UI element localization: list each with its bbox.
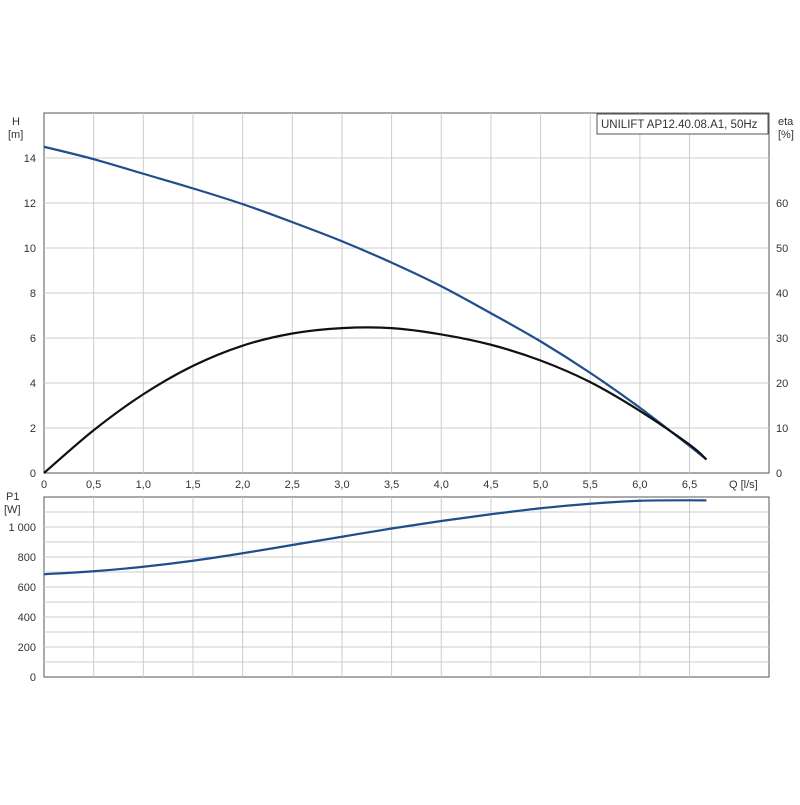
- right-y-tick-label: 30: [776, 333, 788, 345]
- left-y-tick-label: 14: [24, 153, 36, 165]
- right-y-tick-label: 10: [776, 423, 788, 435]
- right-y-tick-label: 0: [776, 468, 782, 480]
- left-y-tick-label: 4: [30, 378, 36, 390]
- efficiency-curve: [43, 326, 708, 474]
- top-axis-labels: 0 0,5 1,0 1,5 2,0 2,5 3,0 3,5 4,0 4,5 5,0 5,5 6,0 6,5…: [24, 153, 789, 491]
- x-tick-label: 3,0: [334, 479, 349, 491]
- bottom-y-tick-label: 200: [18, 642, 36, 654]
- x-tick-label: 3,5: [384, 479, 399, 491]
- x-tick-label: 2,5: [285, 479, 300, 491]
- x-tick-label: 6,5: [682, 479, 697, 491]
- bottom-y-tick-label: 400: [18, 612, 36, 624]
- x-tick-label: 5,5: [583, 479, 598, 491]
- bottom-curves: [43, 499, 707, 576]
- x-tick-label: 1,5: [185, 479, 200, 491]
- bottom-axis-label: P1: [6, 491, 19, 503]
- right-y-tick-label: 60: [776, 198, 788, 210]
- left-axis-unit: [m]: [8, 129, 23, 141]
- x-tick-label: 2,0: [235, 479, 250, 491]
- bottom-y-tick-label: 600: [18, 582, 36, 594]
- right-y-tick-label: 20: [776, 378, 788, 390]
- x-tick-label: 1,0: [136, 479, 151, 491]
- top-curves: [43, 145, 708, 474]
- left-y-tick-label: 2: [30, 423, 36, 435]
- x-axis-label: Q [l/s]: [729, 479, 758, 491]
- chart-title: UNILIFT AP12.40.08.A1, 50Hz: [601, 119, 758, 131]
- right-axis-unit: [%]: [778, 129, 794, 141]
- right-y-tick-label: 50: [776, 243, 788, 255]
- x-tick-label: 0: [41, 479, 47, 491]
- bottom-axis-labels: 0 200 400 600 800 1 000: [8, 522, 36, 684]
- bottom-grid: [44, 497, 769, 677]
- x-tick-label: 0,5: [86, 479, 101, 491]
- x-tick-label: 5,0: [533, 479, 548, 491]
- left-y-tick-label: 12: [24, 198, 36, 210]
- x-tick-label: 4,5: [483, 479, 498, 491]
- x-tick-label: 4,0: [434, 479, 449, 491]
- bottom-axis-unit: [W]: [4, 504, 21, 516]
- bottom-y-tick-label: 800: [18, 552, 36, 564]
- bottom-y-tick-label: 1 000: [8, 522, 36, 534]
- left-axis-label: H: [12, 116, 20, 128]
- bottom-y-tick-label: 0: [30, 672, 36, 684]
- top-grid: [44, 113, 769, 473]
- left-y-tick-label: 0: [30, 468, 36, 480]
- right-y-tick-label: 40: [776, 288, 788, 300]
- left-y-tick-label: 8: [30, 288, 36, 300]
- power-curve: [43, 499, 707, 576]
- head-curve: [43, 145, 708, 461]
- legend-box: [596, 113, 769, 135]
- x-tick-label: 6,0: [632, 479, 647, 491]
- right-axis-label: eta: [778, 116, 794, 128]
- left-y-tick-label: 6: [30, 333, 36, 345]
- left-y-tick-label: 10: [24, 243, 36, 255]
